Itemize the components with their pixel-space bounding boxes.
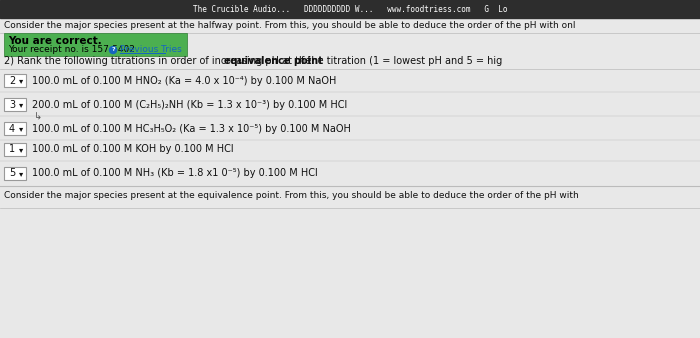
Text: The Crucible Audio...   DDDDDDDDDD W...   www.foodtriess.com   G  Lo: The Crucible Audio... DDDDDDDDDD W... ww… (193, 4, 508, 14)
FancyBboxPatch shape (4, 32, 186, 55)
FancyBboxPatch shape (4, 167, 27, 180)
Text: ▾: ▾ (19, 169, 23, 178)
Text: ▾: ▾ (19, 76, 23, 85)
Text: 100.0 mL of 0.100 M KOH by 0.100 M HCl: 100.0 mL of 0.100 M KOH by 0.100 M HCl (32, 145, 234, 154)
Text: of the titration (1 = lowest pH and 5 = hig: of the titration (1 = lowest pH and 5 = … (292, 56, 503, 66)
FancyBboxPatch shape (4, 98, 27, 111)
Text: 100.0 mL of 0.100 M HC₃H₅O₂ (Ka = 1.3 x 10⁻⁵) by 0.100 M NaOH: 100.0 mL of 0.100 M HC₃H₅O₂ (Ka = 1.3 x … (32, 123, 351, 134)
Text: ▾: ▾ (19, 100, 23, 109)
FancyBboxPatch shape (4, 143, 27, 156)
Text: Your receipt no. is 157-5402: Your receipt no. is 157-5402 (8, 46, 135, 54)
Text: 4: 4 (9, 123, 15, 134)
Circle shape (109, 47, 116, 53)
Text: ?: ? (111, 47, 115, 52)
Text: 1: 1 (9, 145, 15, 154)
FancyBboxPatch shape (4, 122, 27, 135)
Text: ▾: ▾ (19, 124, 23, 133)
Text: Previous Tries: Previous Tries (120, 46, 182, 54)
Text: 3: 3 (9, 99, 15, 110)
Text: equivalence point: equivalence point (224, 56, 323, 66)
Text: You are correct.: You are correct. (8, 36, 101, 46)
Text: ↳: ↳ (34, 111, 42, 121)
Text: ▾: ▾ (19, 145, 23, 154)
Text: 5: 5 (9, 169, 15, 178)
Text: Consider the major species present at the equivalence point. From this, you shou: Consider the major species present at th… (4, 191, 579, 199)
FancyBboxPatch shape (4, 74, 27, 87)
Text: 100.0 mL of 0.100 M HNO₂ (Ka = 4.0 x 10⁻⁴) by 0.100 M NaOH: 100.0 mL of 0.100 M HNO₂ (Ka = 4.0 x 10⁻… (32, 75, 337, 86)
Text: 2) Rank the following titrations in order of increasing pH at the: 2) Rank the following titrations in orde… (4, 56, 314, 66)
Text: 2: 2 (9, 75, 15, 86)
Bar (0, 0, 700, 18)
Text: 100.0 mL of 0.100 M NH₃ (Kb = 1.8 x1 0⁻⁵) by 0.100 M HCl: 100.0 mL of 0.100 M NH₃ (Kb = 1.8 x1 0⁻⁵… (32, 169, 318, 178)
Text: Consider the major species present at the halfway point. From this, you should b: Consider the major species present at th… (4, 22, 575, 30)
Text: 200.0 mL of 0.100 M (C₂H₅)₂NH (Kb = 1.3 x 10⁻³) by 0.100 M HCl: 200.0 mL of 0.100 M (C₂H₅)₂NH (Kb = 1.3 … (32, 99, 347, 110)
